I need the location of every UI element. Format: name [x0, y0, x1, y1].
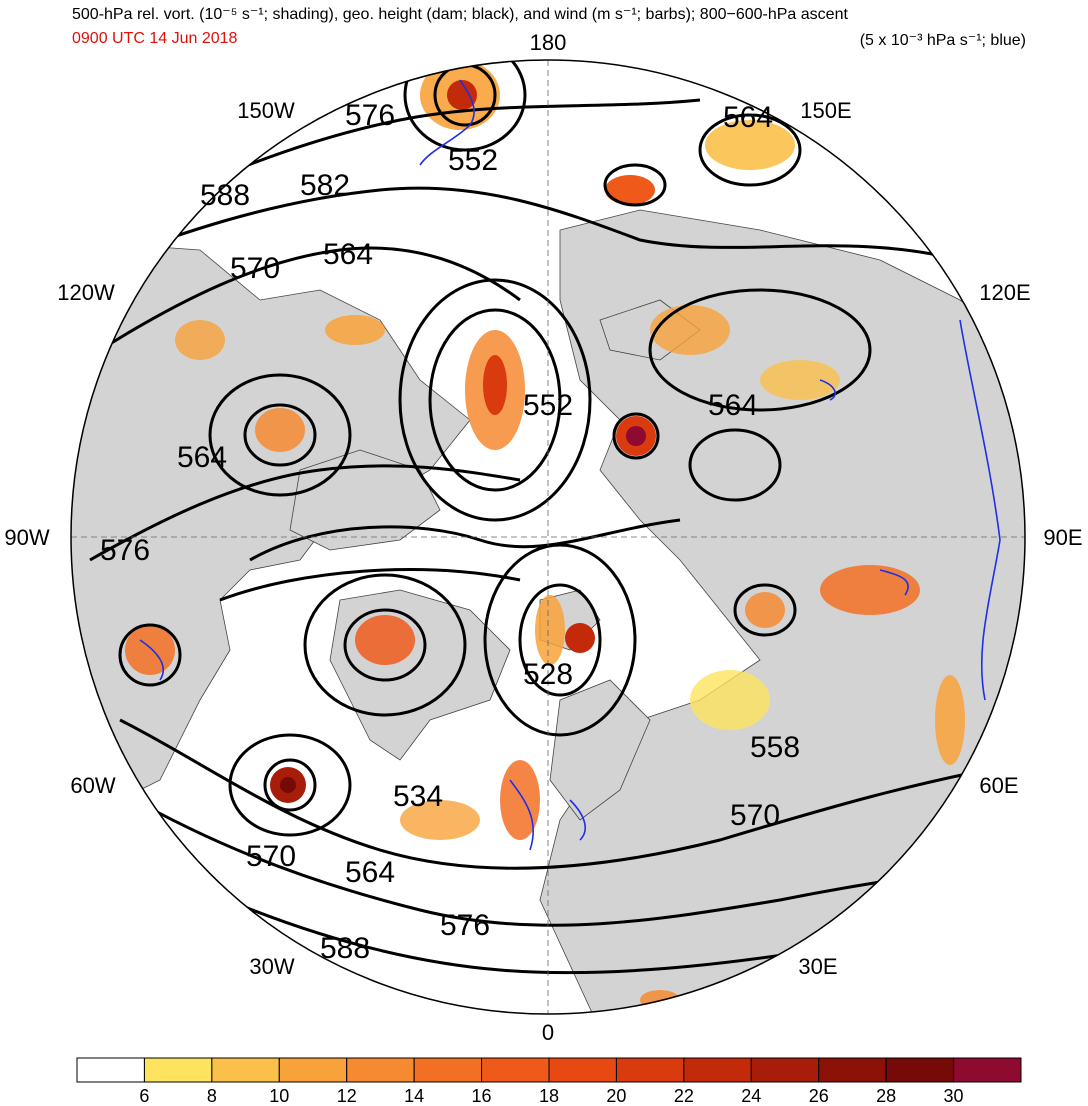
valid-time: 0900 UTC 14 Jun 2018	[72, 30, 238, 47]
colorbar-tick-label: 26	[809, 1086, 829, 1106]
lon-150w: 150W	[237, 98, 295, 123]
lon-150e: 150E	[800, 98, 851, 123]
contour-label: 552	[523, 389, 573, 422]
colorbar-tick-label: 18	[539, 1086, 559, 1106]
contour-label: 570	[246, 840, 296, 873]
ascent-units: (5 x 10⁻³ hPa s⁻¹; blue)	[859, 32, 1026, 49]
colorbar-tick-label: 20	[606, 1086, 626, 1106]
colorbar-swatch	[346, 1057, 415, 1083]
colorbar-tick-label: 12	[337, 1086, 357, 1106]
colorbar-tick-label: 28	[876, 1086, 896, 1106]
contour-label: 534	[393, 780, 443, 813]
colorbar-tick-label: 24	[741, 1086, 761, 1106]
colorbar-swatch	[750, 1057, 820, 1083]
contour-label: 570	[730, 799, 780, 832]
colorbar-tick-label: 30	[944, 1086, 964, 1106]
colorbar-tick-label: 6	[139, 1086, 149, 1106]
contour-label: 528	[523, 658, 573, 691]
map-border	[70, 59, 1026, 1015]
colorbar-swatch	[278, 1057, 348, 1083]
lon-90w: 90W	[4, 525, 49, 550]
contour-label: 564	[323, 238, 373, 271]
contour-label: 552	[448, 144, 498, 177]
colorbar-swatch	[76, 1057, 145, 1083]
contour-label: 576	[345, 99, 395, 132]
lon-60e: 60E	[979, 773, 1018, 798]
lon-30e: 30E	[798, 954, 837, 979]
lon-30w: 30W	[249, 954, 294, 979]
colorbar-swatch	[143, 1057, 213, 1083]
contour-label: 588	[320, 932, 370, 965]
height-contours	[71, 60, 1025, 975]
contour-label: 564	[723, 101, 773, 134]
contour-label: 570	[230, 252, 280, 285]
canadian-archipelago	[289, 449, 441, 551]
colorbar-swatch	[683, 1057, 752, 1083]
colorbar-swatch	[548, 1057, 617, 1083]
contour-label: 582	[300, 169, 350, 202]
lon-90e: 90E	[1043, 525, 1082, 550]
graticule	[71, 60, 1025, 1014]
contour-label: 576	[100, 534, 150, 567]
colorbar-swatch	[885, 1057, 955, 1083]
colorbar: 6 8 10 12 14 16 18 20 22 24 26 28 30	[76, 1057, 1022, 1106]
contour-label: 576	[440, 909, 490, 942]
contour-label: 564	[177, 441, 227, 474]
colorbar-tick-label: 14	[404, 1086, 424, 1106]
colorbar-tick-label: 10	[269, 1086, 289, 1106]
colorbar-swatch	[615, 1057, 685, 1083]
contour-label: 564	[708, 389, 758, 422]
contour-labels: 576 552 564 582 588 570 564 552 564 564 …	[100, 99, 800, 965]
colorbar-swatch	[211, 1057, 280, 1083]
ascent-contours	[139, 79, 1001, 851]
contour-label: 564	[345, 856, 395, 889]
scandinavia	[549, 679, 651, 821]
lon-60w: 60W	[70, 773, 115, 798]
lon-180: 180	[530, 30, 567, 55]
contour-label: 588	[200, 179, 250, 212]
colorbar-swatch	[953, 1057, 1022, 1083]
map-disc	[71, 60, 1025, 1014]
lon-0: 0	[542, 1020, 554, 1045]
colorbar-tick-label: 16	[472, 1086, 492, 1106]
lon-120e: 120E	[979, 280, 1030, 305]
contour-label: 558	[750, 731, 800, 764]
colorbar-tick-label: 8	[207, 1086, 217, 1106]
colorbar-swatch	[413, 1057, 483, 1083]
map-title: 500-hPa rel. vort. (10⁻⁵ s⁻¹; shading), …	[72, 6, 848, 23]
colorbar-tick-label: 22	[674, 1086, 694, 1106]
colorbar-swatch	[818, 1057, 887, 1083]
lon-120w: 120W	[57, 280, 115, 305]
colorbar-swatch	[481, 1057, 550, 1083]
longitude-labels: 180 150W 150E 120W 120E 90W 90E 60W 60E …	[4, 30, 1082, 1045]
